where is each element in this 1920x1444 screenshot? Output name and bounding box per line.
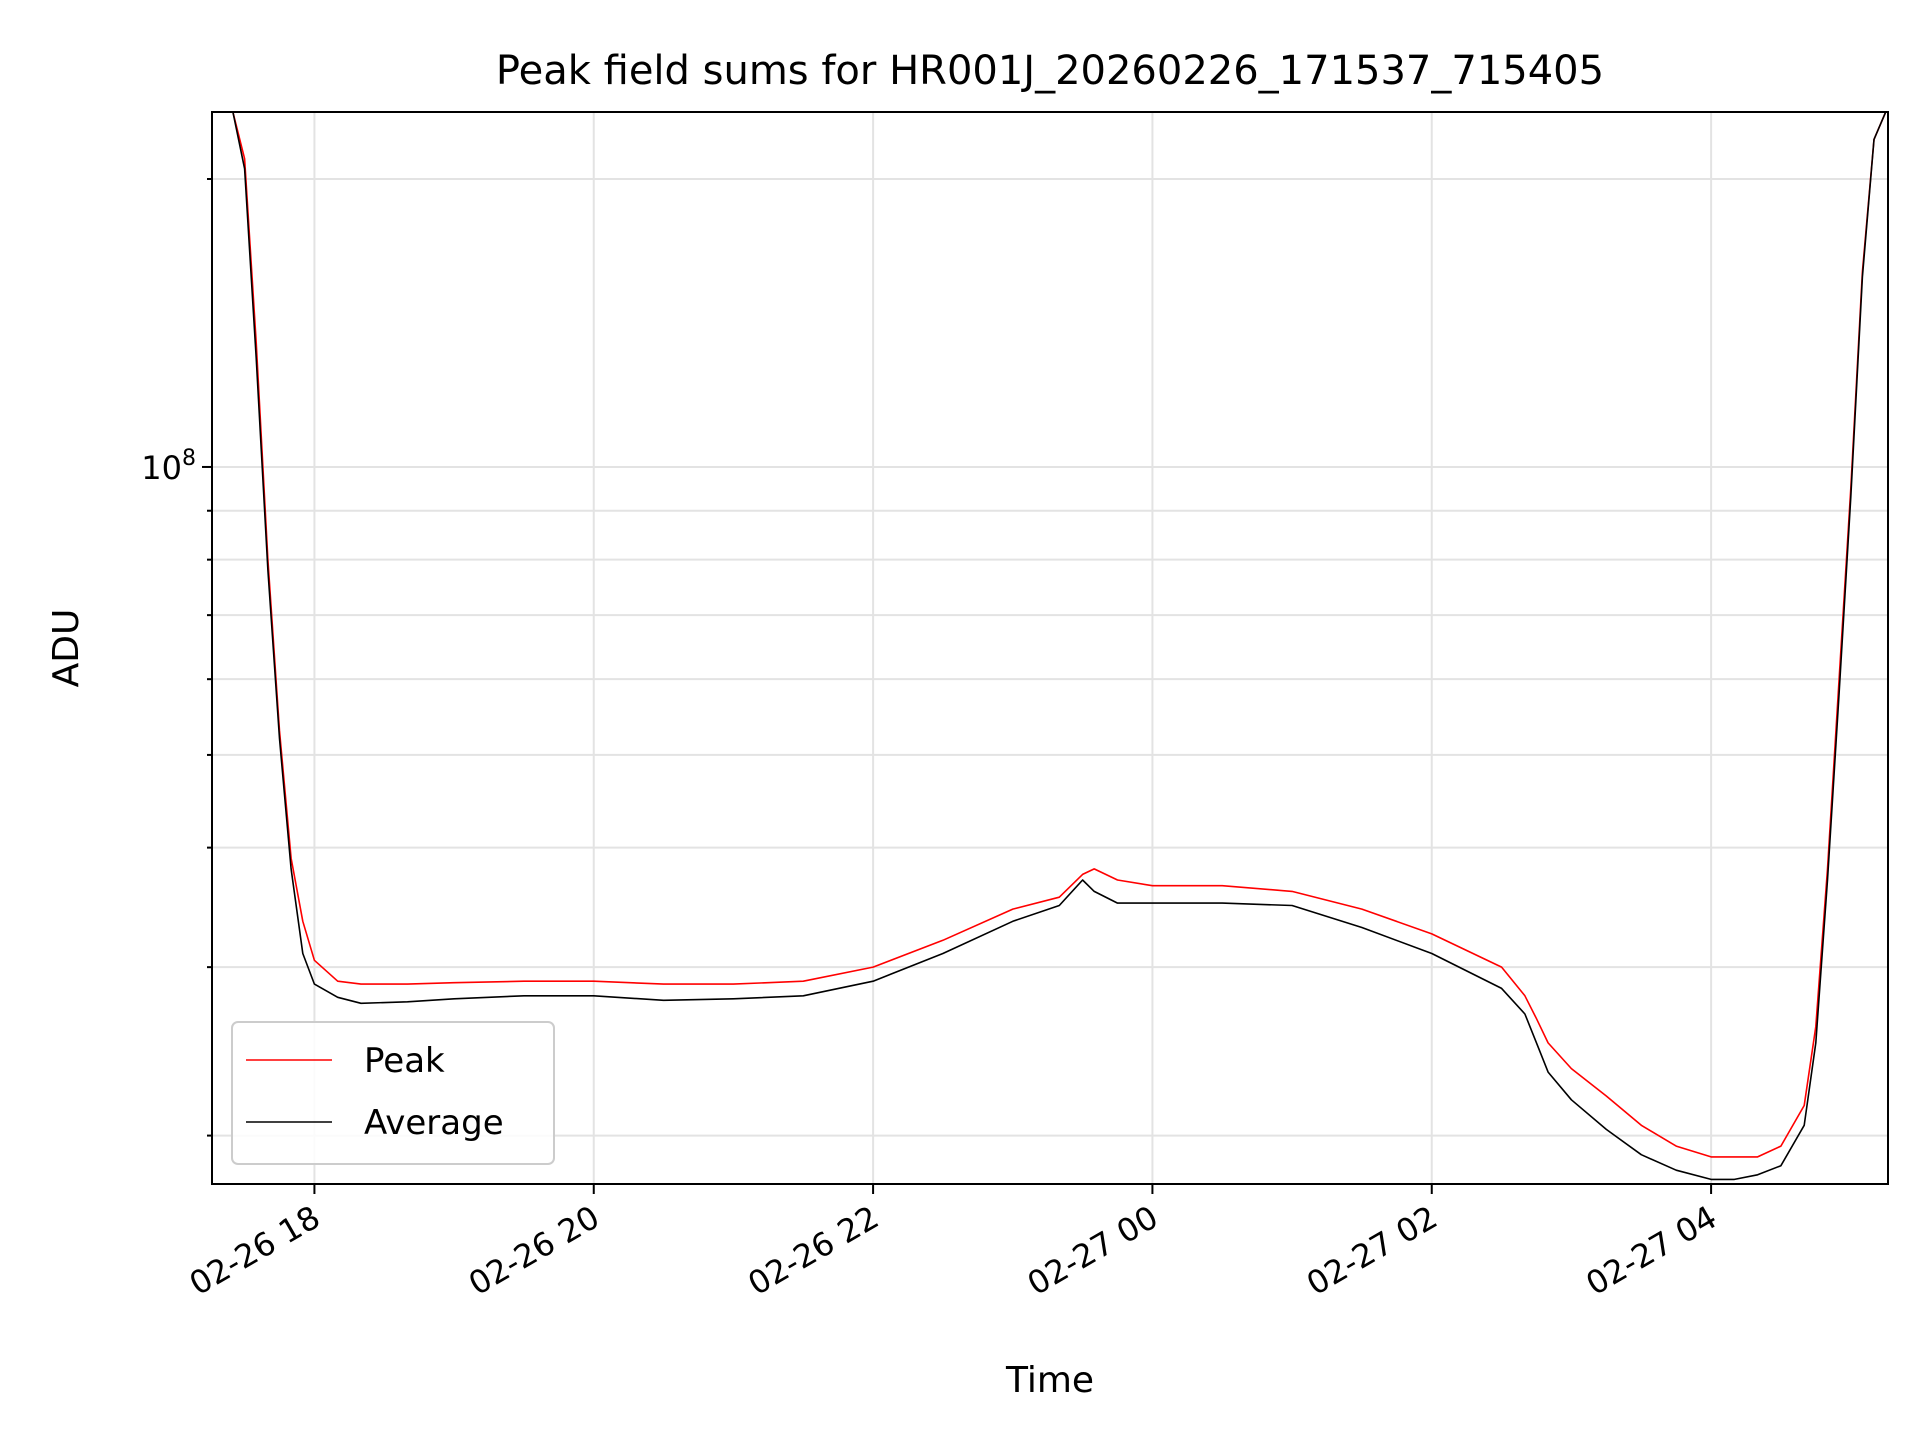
y-tick-label: 108 [141, 446, 196, 487]
plot-frame [211, 111, 1889, 1185]
legend-label-average: Average [364, 1103, 504, 1143]
series-line-average [232, 112, 1887, 1181]
series-layer [232, 112, 1887, 1181]
y-axis-label: ADU [46, 609, 87, 688]
grid-layer [212, 112, 1888, 1184]
series-line-peak [232, 112, 1887, 1158]
legend-label-peak: Peak [364, 1041, 445, 1081]
legend: Peak Average [231, 1021, 555, 1165]
x-axis-label: Time [1005, 1360, 1094, 1401]
chart-title: Peak field sums for HR001J_20260226_1715… [496, 48, 1604, 94]
legend-box [231, 1021, 555, 1165]
